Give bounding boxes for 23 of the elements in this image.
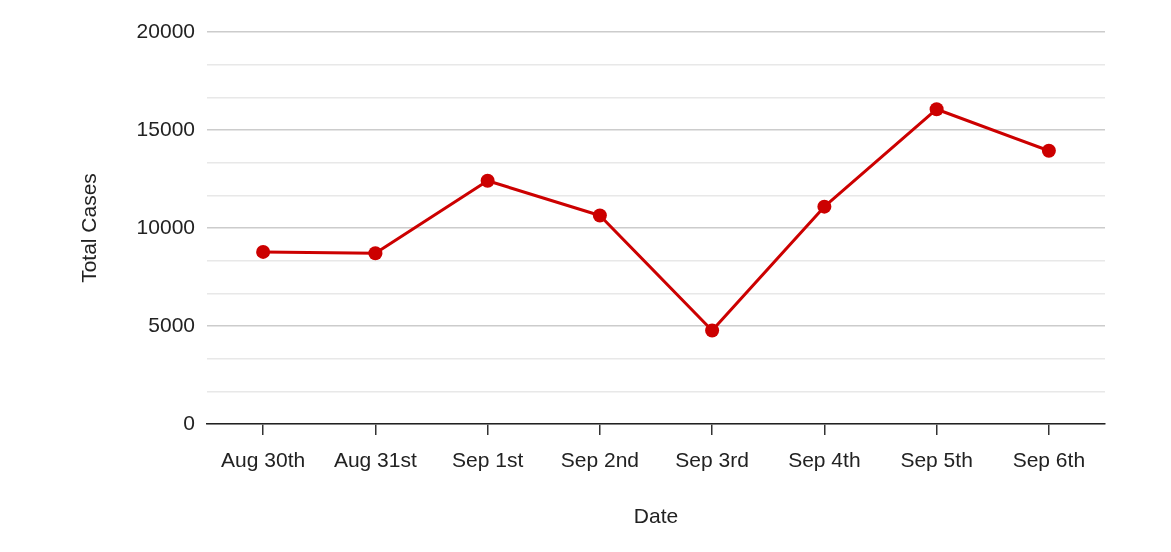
x-tick-label: Sep 4th [788, 448, 861, 472]
y-tick-label: 15000 [136, 116, 195, 140]
x-tick-label: Sep 2nd [560, 448, 639, 472]
y-tick-label: 10000 [136, 214, 195, 238]
x-tick-label: Aug 30th [221, 448, 306, 472]
x-axis-title: Date [633, 504, 679, 528]
point [817, 199, 832, 214]
point [480, 173, 495, 188]
y-tick-label: 20000 [136, 18, 195, 42]
point [1041, 143, 1056, 158]
x-tick-label: Sep 1st [452, 448, 524, 472]
x-tick-label: Sep 3rd [675, 448, 749, 472]
point [368, 246, 383, 261]
y-tick-label: 5000 [148, 312, 195, 336]
point [256, 244, 271, 259]
y-tick-label: 0 [183, 410, 195, 434]
point [929, 102, 944, 117]
x-tick-label: Aug 31st [333, 448, 417, 472]
x-tick-label: Sep 5th [900, 448, 973, 472]
point [592, 208, 607, 223]
point [705, 323, 720, 338]
y-axis-title: Total Cases [77, 173, 101, 283]
x-tick-label: Sep 6th [1012, 448, 1086, 472]
